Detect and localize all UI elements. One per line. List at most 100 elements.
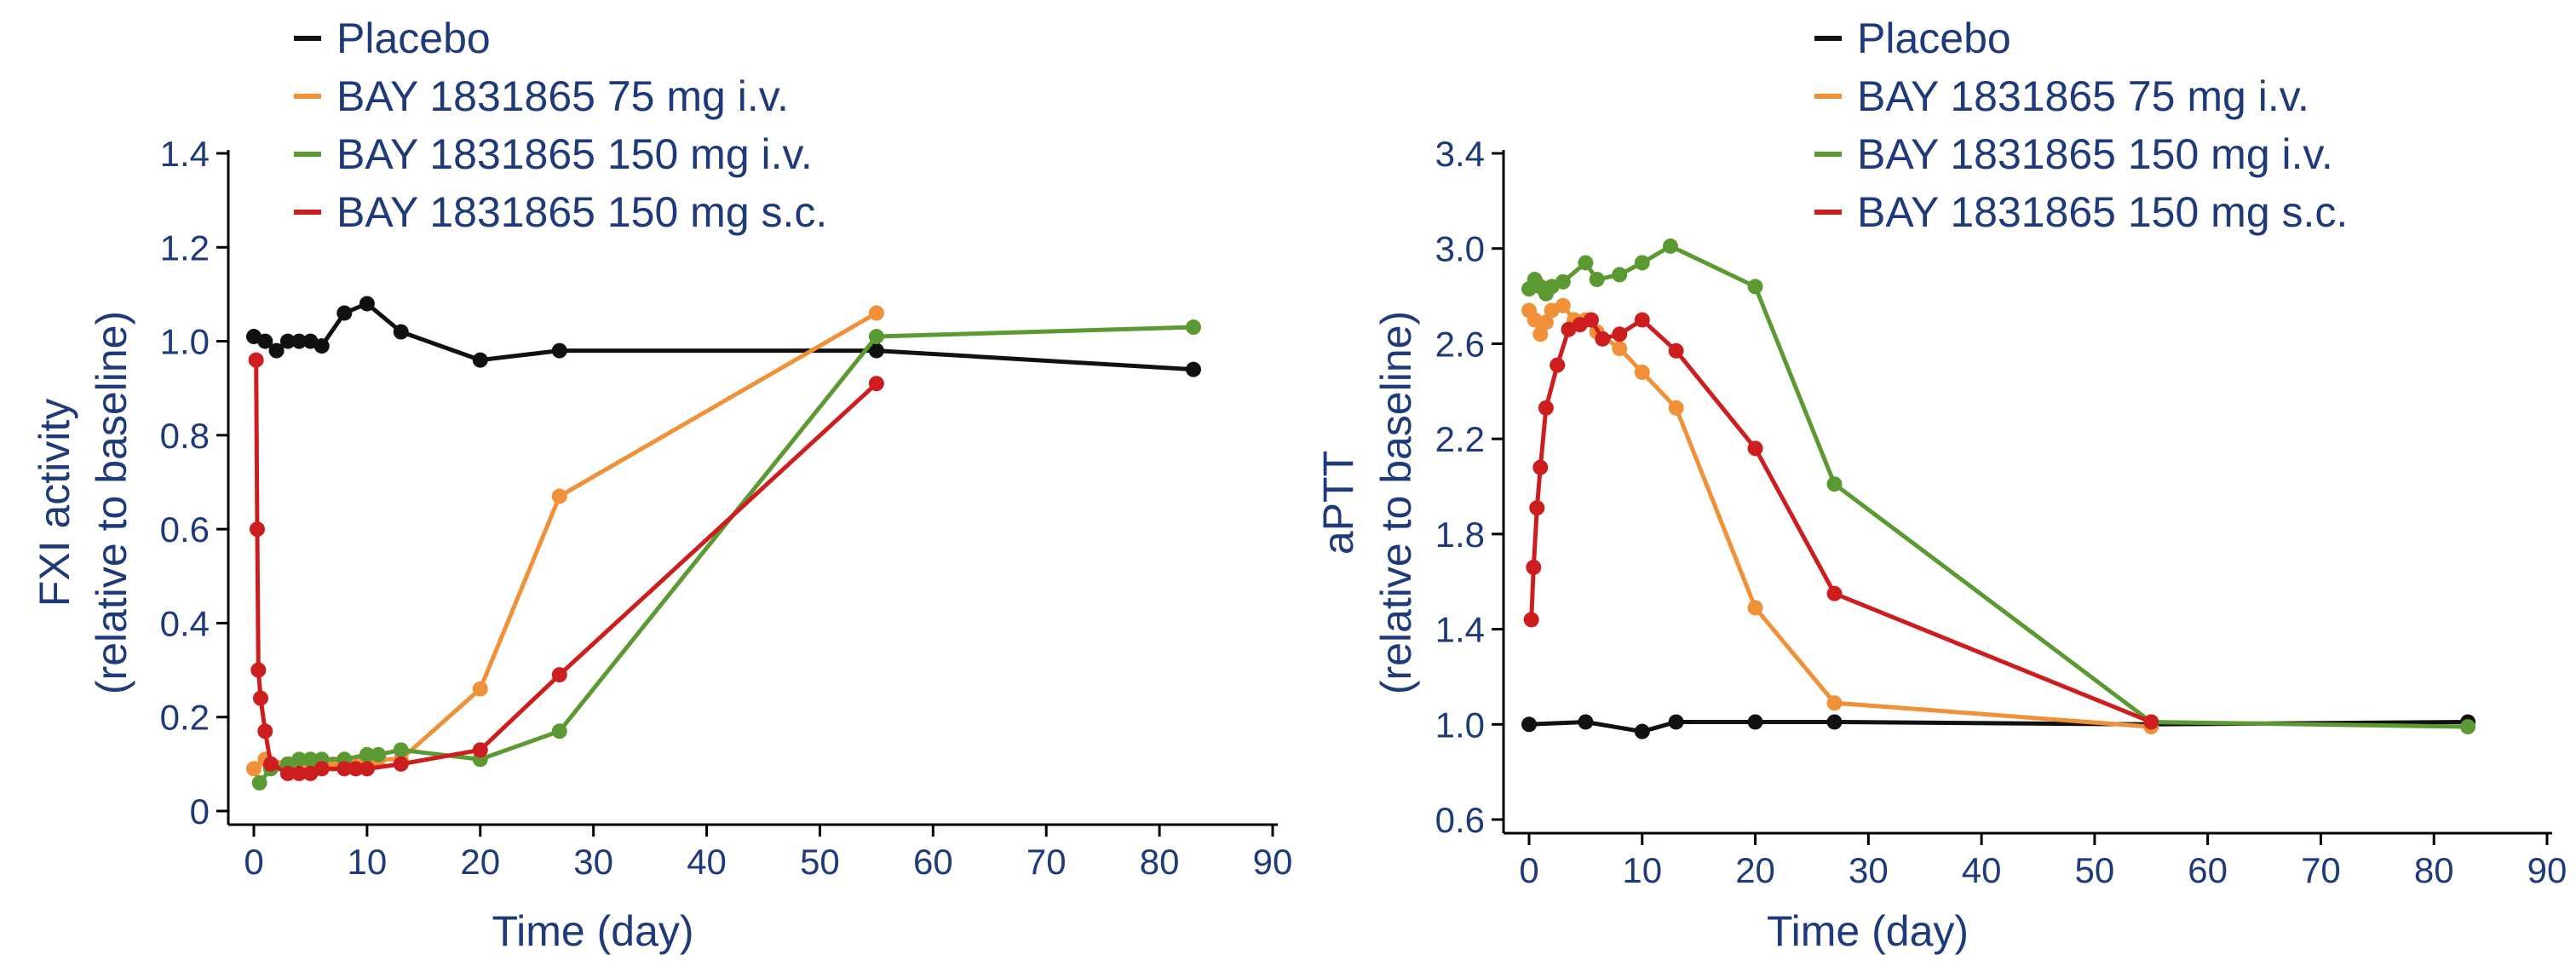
data-point [1555, 297, 1571, 314]
legend-label: BAY 1831865 150 mg s.c. [336, 188, 827, 236]
series-bay-1831865-150-mg-s-c [248, 352, 884, 781]
data-point [1555, 273, 1571, 290]
x-tick-label: 40 [1962, 850, 2002, 890]
x-tick-label: 50 [800, 842, 840, 882]
series-line-bay-1831865-150-mg-i-v [1527, 244, 2469, 729]
data-point [313, 338, 330, 354]
data-point [1747, 714, 1763, 730]
x-tick-label: 90 [2527, 850, 2567, 890]
data-point [1634, 723, 1650, 739]
y-axis-label-sub: (relative to baseline) [88, 311, 135, 694]
x-tick-label: 0 [244, 842, 263, 882]
data-point [393, 742, 409, 758]
data-point [1185, 319, 1201, 336]
data-point [1550, 357, 1566, 373]
data-point [1532, 459, 1549, 475]
x-axis-label: Time (day) [1767, 907, 1969, 955]
x-tick-label: 80 [2414, 850, 2454, 890]
data-point [1595, 331, 1611, 347]
data-point [246, 761, 262, 777]
data-point [868, 342, 884, 359]
data-point [252, 690, 268, 706]
data-point [1589, 272, 1605, 288]
data-point [251, 774, 267, 791]
series-line-bay-1831865-75-mg-i-v [1527, 303, 2152, 729]
data-point [1185, 361, 1201, 377]
data-point [279, 765, 296, 781]
series-bay-1831865-75-mg-i-v [1521, 297, 2159, 735]
data-point [348, 761, 364, 777]
data-point [1521, 716, 1537, 733]
y-tick-label: 0.8 [160, 416, 210, 456]
x-tick-label: 10 [1622, 850, 1662, 890]
y-tick-label: 1.4 [1435, 610, 1485, 650]
data-point [1584, 312, 1600, 328]
y-tick-label: 0.4 [160, 603, 210, 643]
data-point [1634, 364, 1650, 380]
data-point [1747, 440, 1763, 457]
data-point [551, 723, 567, 739]
data-point [1612, 326, 1628, 342]
y-tick-label: 2.6 [1435, 324, 1485, 364]
data-point [336, 761, 353, 777]
y-tick-label: 3.4 [1435, 134, 1485, 174]
legend-label: BAY 1831865 75 mg i.v. [336, 72, 789, 120]
data-point [1826, 714, 1843, 730]
data-point [472, 681, 488, 697]
x-tick-label: 50 [2075, 850, 2115, 890]
x-axis-label: Time (day) [492, 907, 693, 955]
data-point [551, 667, 567, 683]
data-point [262, 756, 279, 772]
y-tick-label: 1.0 [1435, 705, 1485, 745]
x-tick-label: 0 [1519, 850, 1538, 890]
series-bay-1831865-150-mg-i-v [251, 319, 1201, 791]
data-point [291, 333, 308, 349]
data-point [1668, 342, 1684, 359]
data-point [1634, 312, 1650, 328]
legend-label: BAY 1831865 75 mg i.v. [1857, 72, 2309, 120]
data-point [1578, 255, 1594, 271]
data-point [393, 324, 409, 340]
y-tick-label: 1.4 [160, 134, 210, 174]
y-axis-label: aPTT [1314, 451, 1362, 555]
data-point [291, 765, 308, 781]
data-point [472, 352, 488, 368]
x-tick-label: 10 [348, 842, 388, 882]
data-point [291, 751, 308, 768]
data-point [1826, 476, 1843, 492]
y-tick-label: 1.8 [1435, 515, 1485, 555]
data-point [1538, 314, 1554, 331]
y-tick-label: 2.2 [1435, 419, 1485, 459]
x-tick-label: 30 [1849, 850, 1889, 890]
y-tick-label: 0.6 [1435, 800, 1485, 840]
data-point [257, 723, 273, 739]
data-point [868, 305, 884, 321]
series-line-placebo [253, 301, 1194, 372]
x-tick-label: 70 [1026, 842, 1067, 882]
series-bay-1831865-150-mg-i-v [1521, 238, 2476, 735]
series-placebo [246, 296, 1201, 377]
y-tick-label: 0.6 [160, 509, 210, 549]
x-tick-label: 30 [573, 842, 613, 882]
data-point [1523, 612, 1539, 628]
data-point [1532, 326, 1549, 342]
series-line-bay-1831865-75-mg-i-v [252, 311, 878, 771]
data-point [279, 333, 296, 349]
data-point [1526, 559, 1542, 575]
y-tick-label: 0.2 [160, 698, 210, 738]
data-point [1826, 585, 1843, 601]
data-point [249, 521, 265, 538]
legend-label: BAY 1831865 150 mg i.v. [336, 130, 813, 178]
data-point [313, 761, 330, 777]
x-tick-label: 90 [1253, 842, 1293, 882]
data-point [359, 746, 375, 762]
data-point [2460, 719, 2476, 735]
fxi-activity-chart: 0 0.2 0.4 0.6 0.8 1.0 1.2 1.4 0 10 20 30 40 50 60 70 80 9… [31, 14, 1292, 955]
legend-label: BAY 1831865 150 mg s.c. [1857, 188, 2348, 236]
data-point [1747, 279, 1763, 295]
data-point [268, 342, 285, 359]
legend-label: Placebo [336, 14, 491, 62]
series-line-bay-1831865-150-mg-s-c [254, 360, 878, 776]
data-point [393, 756, 409, 772]
data-point [868, 376, 884, 392]
